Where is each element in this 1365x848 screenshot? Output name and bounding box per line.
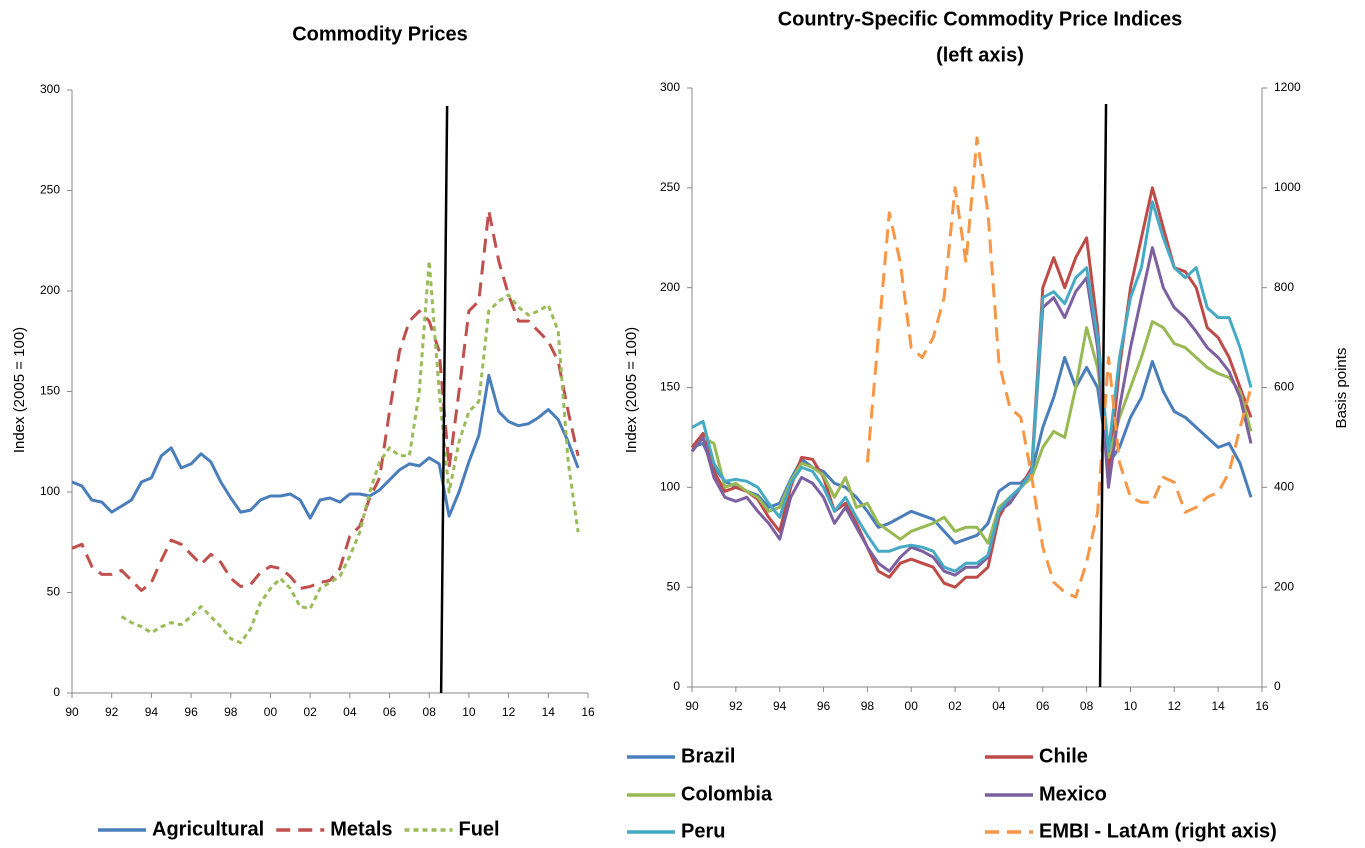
x-tick-label: 92 bbox=[729, 699, 743, 713]
series-line bbox=[691, 356, 1253, 545]
y-tick-label: 50 bbox=[47, 585, 61, 599]
chart-title: Commodity Prices bbox=[292, 23, 468, 45]
x-tick-label: 94 bbox=[773, 699, 787, 713]
x-tick-label: 98 bbox=[861, 699, 875, 713]
legend-label: Mexico bbox=[1039, 783, 1107, 805]
x-tick-label: 12 bbox=[1168, 699, 1182, 713]
y-tick-label: 100 bbox=[660, 480, 680, 494]
x-tick-label: 90 bbox=[65, 705, 79, 719]
legend-label: EMBI - LatAm (right axis) bbox=[1039, 820, 1277, 842]
series-line bbox=[690, 246, 1253, 577]
y2-tick-label: 800 bbox=[1274, 280, 1294, 294]
legend-label: Peru bbox=[681, 820, 725, 842]
y-tick-label: 300 bbox=[660, 80, 680, 94]
y-tick-label: 0 bbox=[673, 679, 680, 693]
y2-tick-label: 400 bbox=[1274, 480, 1294, 494]
event-line bbox=[1098, 103, 1108, 688]
series-line bbox=[690, 186, 1253, 589]
legend-label: Chile bbox=[1039, 745, 1088, 767]
y-tick-label: 200 bbox=[40, 283, 60, 297]
y2-tick-label: 1200 bbox=[1274, 80, 1301, 94]
x-tick-label: 10 bbox=[462, 705, 476, 719]
chart-title: Country-Specific Commodity Price Indices bbox=[778, 8, 1183, 30]
series-line bbox=[71, 373, 580, 520]
y-tick-label: 100 bbox=[40, 484, 60, 498]
legend-label: Agricultural bbox=[152, 818, 264, 840]
x-tick-label: 92 bbox=[105, 705, 119, 719]
x-tick-label: 98 bbox=[224, 705, 238, 719]
x-tick-label: 96 bbox=[817, 699, 831, 713]
y-tick-label: 250 bbox=[40, 183, 60, 197]
x-tick-label: 16 bbox=[1255, 699, 1269, 713]
x-tick-label: 14 bbox=[542, 705, 556, 719]
y2-tick-label: 0 bbox=[1274, 679, 1281, 693]
x-tick-label: 90 bbox=[685, 699, 699, 713]
x-tick-label: 14 bbox=[1211, 699, 1225, 713]
series-line bbox=[865, 136, 1253, 599]
x-tick-label: 12 bbox=[502, 705, 516, 719]
legend-label: Brazil bbox=[681, 745, 735, 767]
x-tick-label: 08 bbox=[1080, 699, 1094, 713]
y-tick-label: 50 bbox=[667, 579, 681, 593]
x-tick-label: 06 bbox=[1036, 699, 1050, 713]
y-tick-label: 150 bbox=[40, 384, 60, 398]
legend-label: Metals bbox=[330, 818, 392, 840]
x-tick-label: 02 bbox=[303, 705, 317, 719]
x-tick-label: 00 bbox=[905, 699, 919, 713]
x-tick-label: 10 bbox=[1124, 699, 1138, 713]
event-line bbox=[439, 105, 449, 694]
series-line bbox=[120, 259, 580, 645]
series-line bbox=[71, 209, 580, 592]
chart-subtitle: (left axis) bbox=[936, 44, 1024, 66]
x-tick-label: 94 bbox=[145, 705, 159, 719]
y-tick-label: 150 bbox=[660, 380, 680, 394]
y-axis-label: Index (2005 = 100) bbox=[623, 327, 640, 453]
y-tick-label: 300 bbox=[40, 82, 60, 96]
series-line bbox=[691, 200, 1253, 573]
y-tick-label: 250 bbox=[660, 180, 680, 194]
x-tick-label: 02 bbox=[948, 699, 962, 713]
x-tick-label: 16 bbox=[581, 705, 595, 719]
series-line bbox=[690, 320, 1253, 545]
legend-label: Fuel bbox=[459, 818, 500, 840]
x-tick-label: 00 bbox=[264, 705, 278, 719]
y2-tick-label: 1000 bbox=[1274, 180, 1301, 194]
y-tick-label: 0 bbox=[53, 685, 60, 699]
x-tick-label: 06 bbox=[383, 705, 397, 719]
y2-tick-label: 200 bbox=[1274, 579, 1294, 593]
x-tick-label: 08 bbox=[423, 705, 437, 719]
legend-label: Colombia bbox=[681, 783, 773, 805]
y-axis-label: Index (2005 = 100) bbox=[11, 327, 28, 453]
x-tick-label: 04 bbox=[992, 699, 1006, 713]
x-tick-label: 04 bbox=[343, 705, 357, 719]
y2-axis-label: Basis points bbox=[1333, 348, 1350, 429]
y-tick-label: 200 bbox=[660, 280, 680, 294]
x-tick-label: 96 bbox=[184, 705, 198, 719]
y2-tick-label: 600 bbox=[1274, 380, 1294, 394]
